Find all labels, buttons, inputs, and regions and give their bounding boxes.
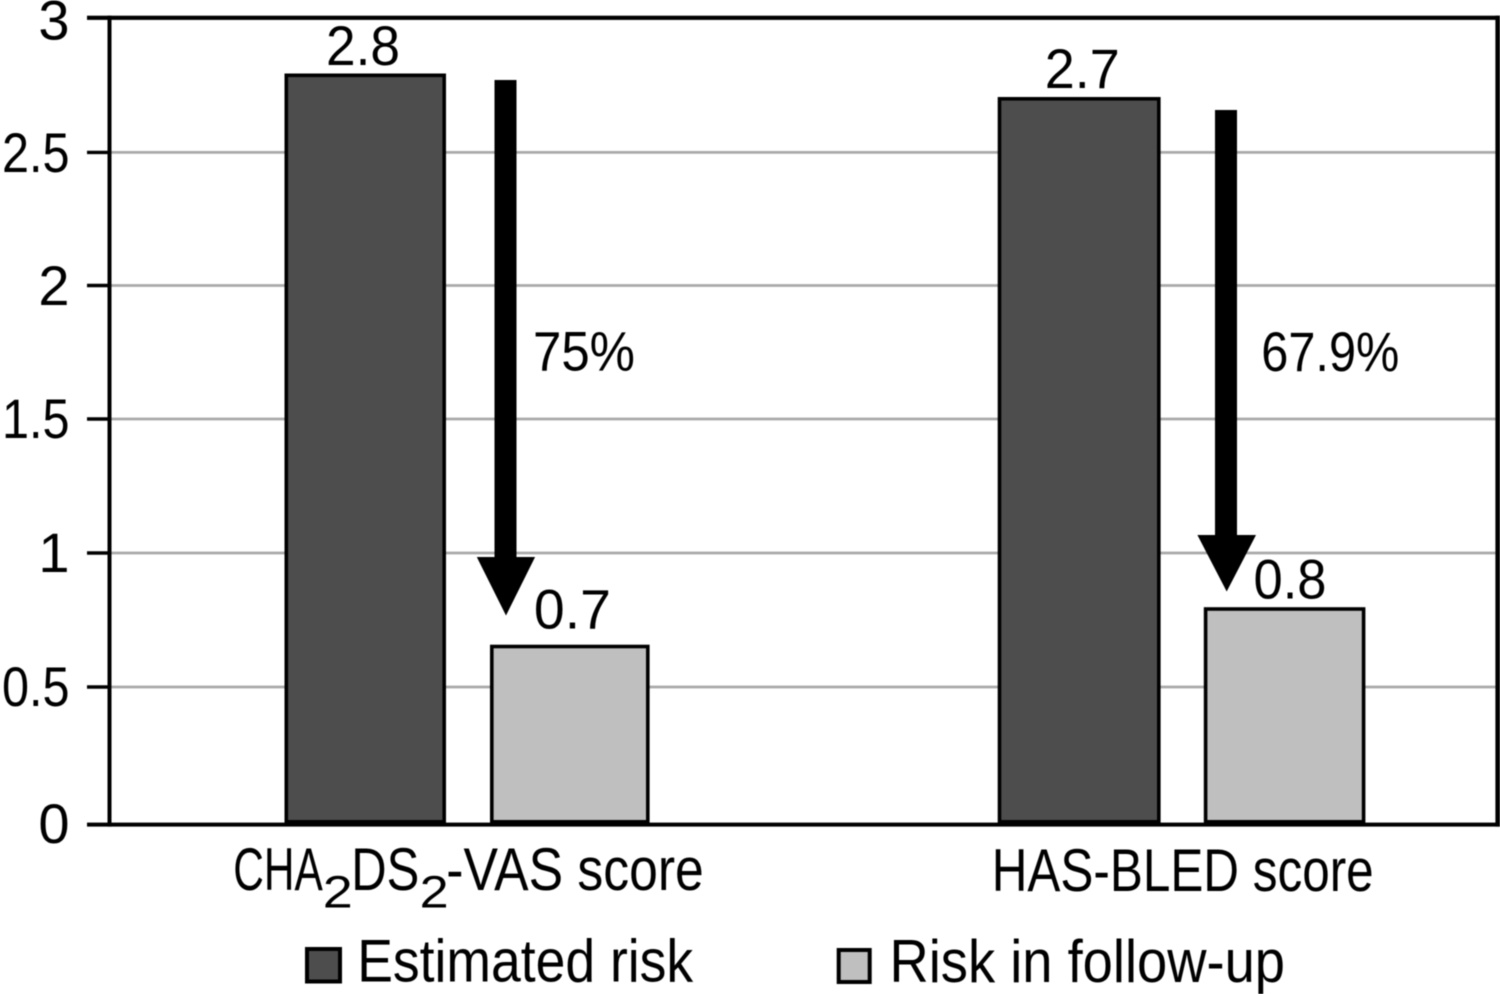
- svg-text:1: 1: [38, 521, 69, 584]
- svg-text:0.7: 0.7: [534, 578, 611, 641]
- svg-text:2: 2: [323, 867, 353, 918]
- svg-text:0.5: 0.5: [2, 655, 70, 718]
- svg-text:0: 0: [38, 792, 69, 855]
- svg-text:0.8: 0.8: [1254, 548, 1327, 611]
- svg-text:DS: DS: [351, 836, 419, 903]
- svg-text:-VAS score: -VAS score: [446, 836, 704, 903]
- svg-text:3: 3: [38, 0, 69, 51]
- svg-text:2.7: 2.7: [1045, 37, 1120, 100]
- svg-text:HAS-BLED score: HAS-BLED score: [992, 837, 1374, 904]
- svg-text:2.5: 2.5: [2, 121, 70, 184]
- svg-text:2.8: 2.8: [326, 14, 400, 77]
- svg-text:Risk in follow-up: Risk in follow-up: [890, 928, 1286, 994]
- svg-text:2: 2: [38, 254, 69, 317]
- svg-text:1.5: 1.5: [2, 387, 70, 450]
- svg-text:75%: 75%: [533, 320, 635, 383]
- svg-text:67.9%: 67.9%: [1261, 320, 1399, 383]
- svg-text:Estimated risk: Estimated risk: [357, 928, 694, 994]
- svg-text:CHA: CHA: [233, 836, 322, 903]
- svg-text:2: 2: [420, 867, 449, 918]
